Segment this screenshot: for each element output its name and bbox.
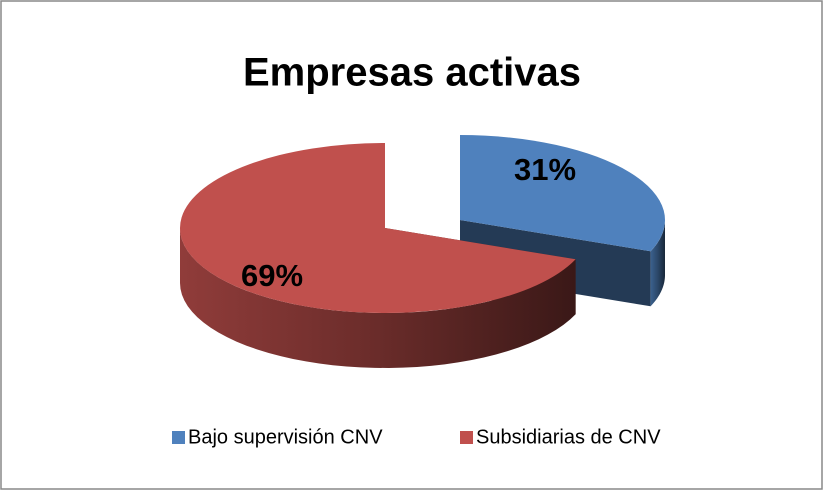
data-label: 69% [241,258,303,293]
chart-title: Empresas activas [243,51,581,95]
slice-top [180,143,576,313]
legend-label: Subsidiarias de CNV [476,426,661,448]
slice-top [460,135,665,252]
pie-slice [180,143,576,368]
slice-side [650,220,665,307]
legend-label: Bajo supervisión CNV [188,426,383,448]
legend-swatch [460,431,473,444]
slice-side [180,228,576,368]
data-label: 31% [514,152,576,187]
legend-swatch [172,431,185,444]
